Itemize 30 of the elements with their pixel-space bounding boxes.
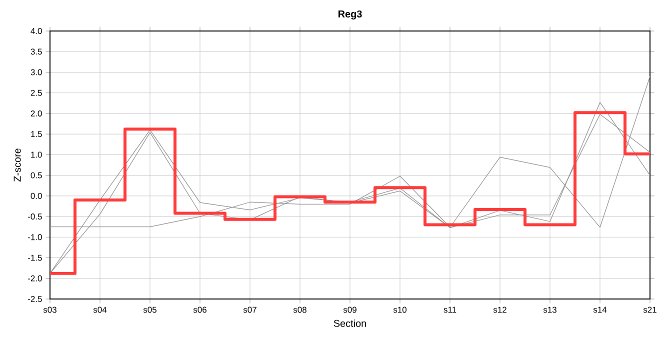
x-tick-label: s12 [493,306,506,313]
x-axis-title: Section [334,320,366,327]
y-tick-label: 1.5 [31,131,42,138]
x-tick-label: s09 [343,306,356,313]
x-tick-label: s03 [43,306,56,313]
y-tick-label: -1.5 [28,254,42,261]
y-tick-label: 4.0 [30,28,42,34]
y-tick-label: 0.0 [30,192,42,199]
x-tick-label: s21 [643,306,656,313]
y-tick-label: -2.0 [28,275,42,282]
x-tick-label: s05 [143,306,156,313]
y-tick-label: 1.0 [31,152,42,158]
x-tick-label: s10 [393,306,406,313]
chart-title: Reg3 [338,10,362,20]
y-tick-label: 2.0 [30,110,42,116]
x-tick-label: s13 [543,306,556,313]
x-tick-label: s11 [444,306,456,313]
y-tick-label: 0.5 [30,172,42,178]
y-tick-label: -1.0 [28,234,42,240]
y-tick-label: 3.0 [30,69,42,76]
y-tick-label: -2.5 [28,296,42,302]
y-tick-label: 2.5 [30,90,42,96]
x-tick-label: s04 [93,306,107,313]
x-tick-label: s06 [193,306,206,313]
y-tick-label: 3.5 [30,48,42,55]
x-tick-label: s14 [593,306,607,313]
y-tick-label: -0.5 [28,214,42,220]
y-axis-title: Z-score [14,148,21,182]
x-tick-label: s08 [293,306,306,313]
x-tick-label: s07 [243,306,256,313]
